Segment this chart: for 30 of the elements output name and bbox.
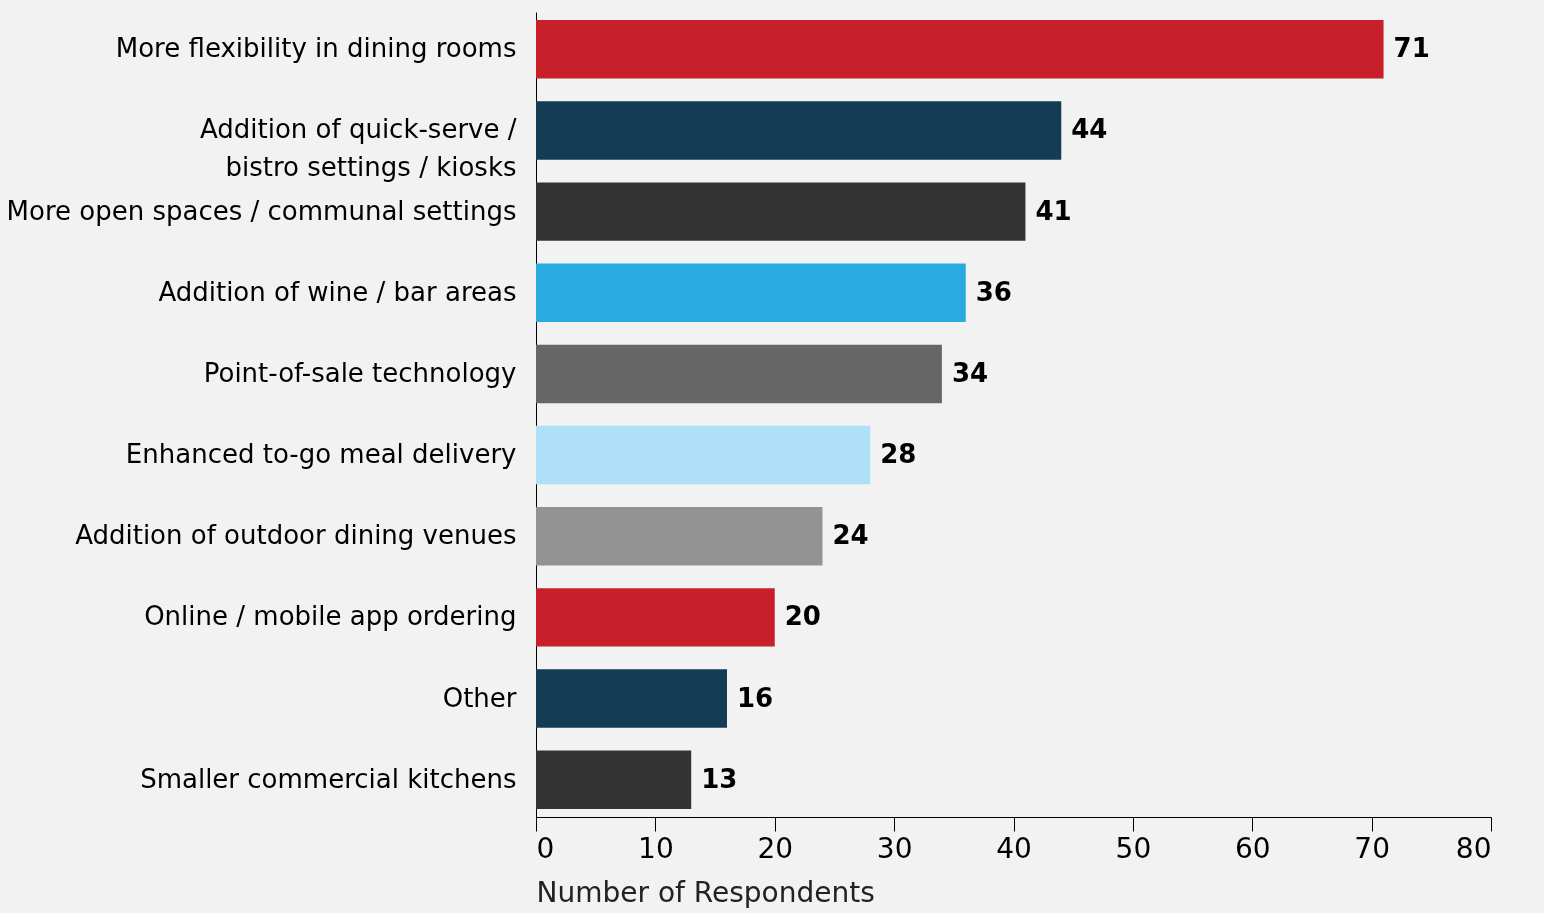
x-tick-label: 10 xyxy=(638,831,674,865)
y-tick-label: Enhanced to-go meal delivery xyxy=(125,439,517,470)
data-label: 71 xyxy=(1393,33,1430,64)
x-axis-title: Number of Respondents xyxy=(536,875,875,909)
y-tick-label: Addition of quick-serve / bistro settings / kiosks xyxy=(199,114,517,183)
data-label: 13 xyxy=(701,763,738,794)
x-tick-label: 50 xyxy=(1115,831,1152,865)
data-label: 20 xyxy=(784,601,821,632)
data-label: 28 xyxy=(880,439,917,470)
y-tick-label: Point-of-sale technology xyxy=(203,357,517,388)
x-tick-label: 80 xyxy=(1455,831,1492,865)
y-tick-label: Online / mobile app ordering xyxy=(144,601,517,632)
data-label: 34 xyxy=(951,357,989,388)
x-tick-label: 60 xyxy=(1234,831,1271,865)
x-tick-label: 20 xyxy=(757,831,794,865)
y-tick-label: More flexibility in dining rooms xyxy=(115,33,517,64)
data-label: 44 xyxy=(1071,114,1108,145)
data-label: 36 xyxy=(975,276,1012,307)
y-tick-label: Smaller commercial kitchens xyxy=(140,763,517,794)
y-tick-label: Addition of wine / bar areas xyxy=(158,276,517,307)
data-label: 16 xyxy=(737,682,774,713)
data-label: 41 xyxy=(1035,195,1072,226)
data-label: 24 xyxy=(832,520,869,551)
x-tick-label: 0 xyxy=(536,831,555,865)
y-tick-label: Other xyxy=(442,682,517,713)
x-tick-label: 30 xyxy=(876,831,913,865)
x-tick-label: 40 xyxy=(996,831,1032,865)
x-tick-label: 70 xyxy=(1354,831,1390,865)
y-tick-label: Addition of outdoor dining venues xyxy=(75,520,517,551)
y-tick-label: More open spaces / communal settings xyxy=(6,195,517,226)
